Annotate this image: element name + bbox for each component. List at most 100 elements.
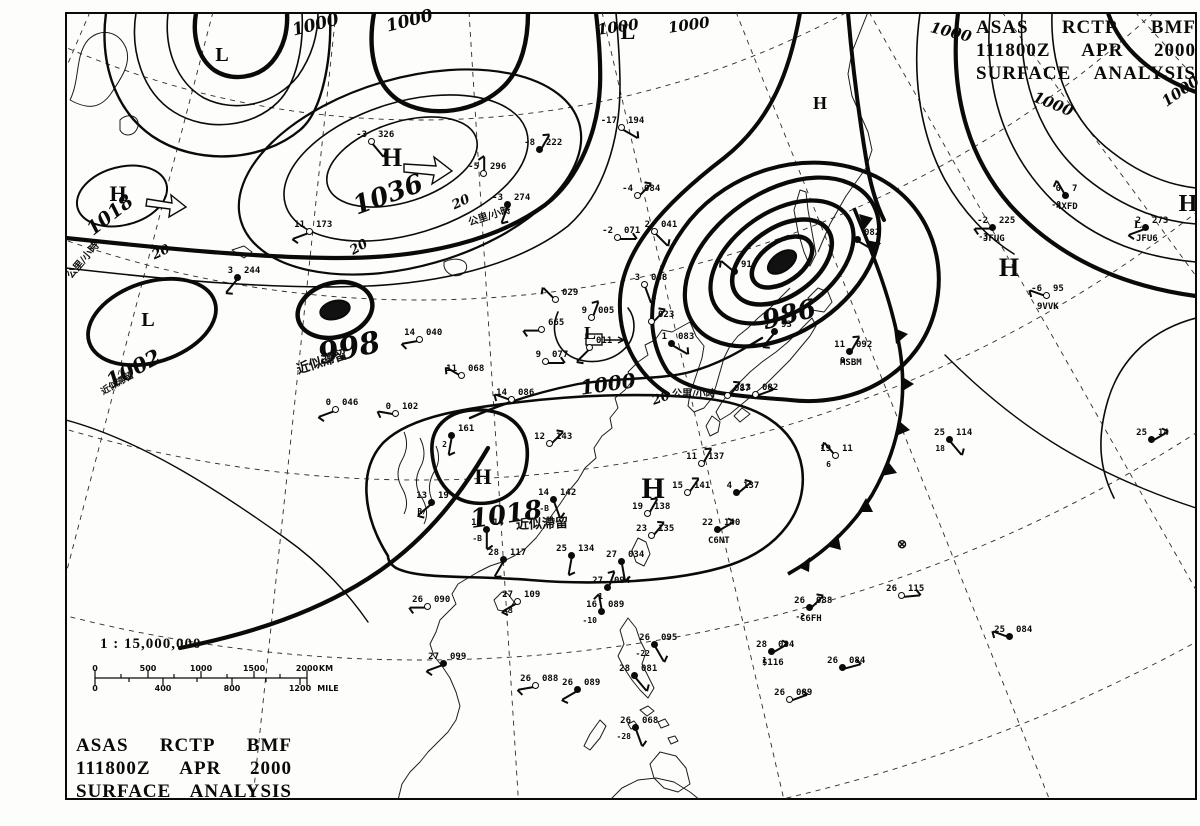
chinese-annotation: 公里/小時 — [672, 389, 716, 400]
station-remark: -B — [539, 504, 549, 513]
station-pressure: 089 — [796, 688, 813, 698]
station-pressure: 140 — [724, 518, 741, 528]
station-pressure: 095 — [661, 633, 678, 643]
station-pressure: 93 — [781, 320, 792, 330]
scale-km-label: 500 — [139, 664, 157, 673]
isobar-label: 20 — [449, 191, 473, 214]
isobar-label: 1000 — [384, 5, 435, 37]
station-temperature: -3 — [492, 193, 503, 203]
station-circle — [1148, 436, 1155, 443]
station-temperature: 25 — [994, 625, 1005, 635]
station-temperature: 14 — [538, 488, 549, 498]
station-pressure: 95 — [1053, 284, 1064, 294]
station-circle — [651, 228, 658, 235]
station-temperature: 14 — [496, 388, 507, 398]
title-line: 111800Z APR 2000 — [976, 39, 1196, 62]
station-pressure: 029 — [562, 288, 579, 298]
station-pressure: 084 — [778, 640, 795, 650]
station-pressure: 089 — [608, 600, 625, 610]
station-circle — [768, 648, 775, 655]
station-circle — [839, 664, 846, 671]
pressure-center-h: H — [641, 472, 665, 505]
station-pressure: 137 — [743, 481, 760, 491]
station-pressure: 086 — [518, 388, 535, 398]
station-temperature: 27 — [606, 550, 617, 560]
station-circle — [618, 558, 625, 565]
wind-barb — [553, 500, 561, 518]
station-pressure: 142 — [560, 488, 577, 498]
station-circle — [550, 496, 557, 503]
pressure-center-l: L — [1133, 217, 1143, 231]
station-circle — [771, 328, 778, 335]
station-circle — [514, 598, 521, 605]
station-pressure: 084 — [1016, 625, 1033, 635]
station-temperature: 13 — [416, 491, 427, 501]
scale-mile-label: 800 — [223, 684, 241, 693]
high-motion-arrow — [403, 155, 454, 186]
station-circle — [846, 348, 853, 355]
station-temperature: 16 — [586, 600, 597, 610]
station-remark: R/ — [417, 507, 427, 516]
station-circle — [724, 392, 731, 399]
station-pressure: 114 — [956, 428, 973, 438]
station-pressure: 134 — [578, 544, 595, 554]
station-temperature: 11 — [294, 220, 305, 230]
station-pressure: 194 — [628, 116, 645, 126]
station-pressure: 090 — [434, 595, 451, 605]
station-pressure: 138 — [654, 502, 671, 512]
station-pressure: 088 — [816, 596, 833, 606]
station-remark: -0 — [1051, 200, 1061, 209]
title-word: ANALYSIS — [1093, 63, 1196, 84]
station-pressure: 135 — [658, 524, 675, 534]
station-circle — [424, 603, 431, 610]
title-word: BMF — [1150, 17, 1196, 38]
station-temperature: 22 — [702, 518, 713, 528]
station-pressure: 14 — [1158, 428, 1169, 438]
chart-title-block-bottom: ASAS RCTP BMF 111800Z APR 2000 SURFACE ANALYSIS — [76, 734, 292, 803]
station-circle — [1006, 633, 1013, 640]
station-temperature: -2 — [977, 216, 988, 226]
station-circle — [786, 696, 793, 703]
station-pressure: 14 — [493, 518, 504, 528]
station-circle — [536, 146, 543, 153]
station-pressure: 068 — [642, 716, 659, 726]
station-circle — [542, 358, 549, 365]
station-circle — [614, 234, 621, 241]
scale-km-unit: KM — [318, 664, 334, 673]
station-circle — [1062, 192, 1069, 199]
station-temperature: 14 — [404, 328, 415, 338]
scale-zero: 0 — [92, 684, 98, 693]
station-temperature: -5 — [468, 162, 479, 172]
station-circle — [714, 526, 721, 533]
station-circle — [698, 460, 705, 467]
title-line: SURFACE ANALYSIS — [976, 62, 1196, 85]
title-word: 2000 — [1153, 40, 1196, 61]
station-temperature: 9 — [535, 350, 541, 360]
station-temperature: 0 — [1055, 184, 1061, 194]
station-circle — [588, 314, 595, 321]
chinese-annotation: 近似滯留 — [515, 516, 569, 533]
station-circle — [416, 336, 423, 343]
station-temperature: 25 — [556, 544, 567, 554]
station-pressure: 099 — [450, 652, 467, 662]
station-circle — [631, 672, 638, 679]
station-temperature: 19 — [632, 502, 643, 512]
station-temperature: 11 — [446, 364, 457, 374]
station-circle — [574, 686, 581, 693]
station-temperature: 25 — [1136, 428, 1147, 438]
weather-symbol: ⊗ — [896, 537, 908, 551]
station-temperature: -6 — [1031, 284, 1042, 294]
station-temperature: 11 — [686, 452, 697, 462]
station-circle — [480, 170, 487, 177]
scale-bar — [94, 670, 308, 686]
station-pressure: 11 — [842, 444, 853, 454]
pressure-center-h: H — [474, 464, 492, 489]
station-pressure: 011 — [596, 336, 613, 346]
station-circle — [604, 584, 611, 591]
station-temperature: 12 — [534, 432, 545, 442]
station-circle — [618, 124, 625, 131]
pressure-center-h: H — [812, 93, 828, 113]
speed-box — [585, 333, 603, 346]
